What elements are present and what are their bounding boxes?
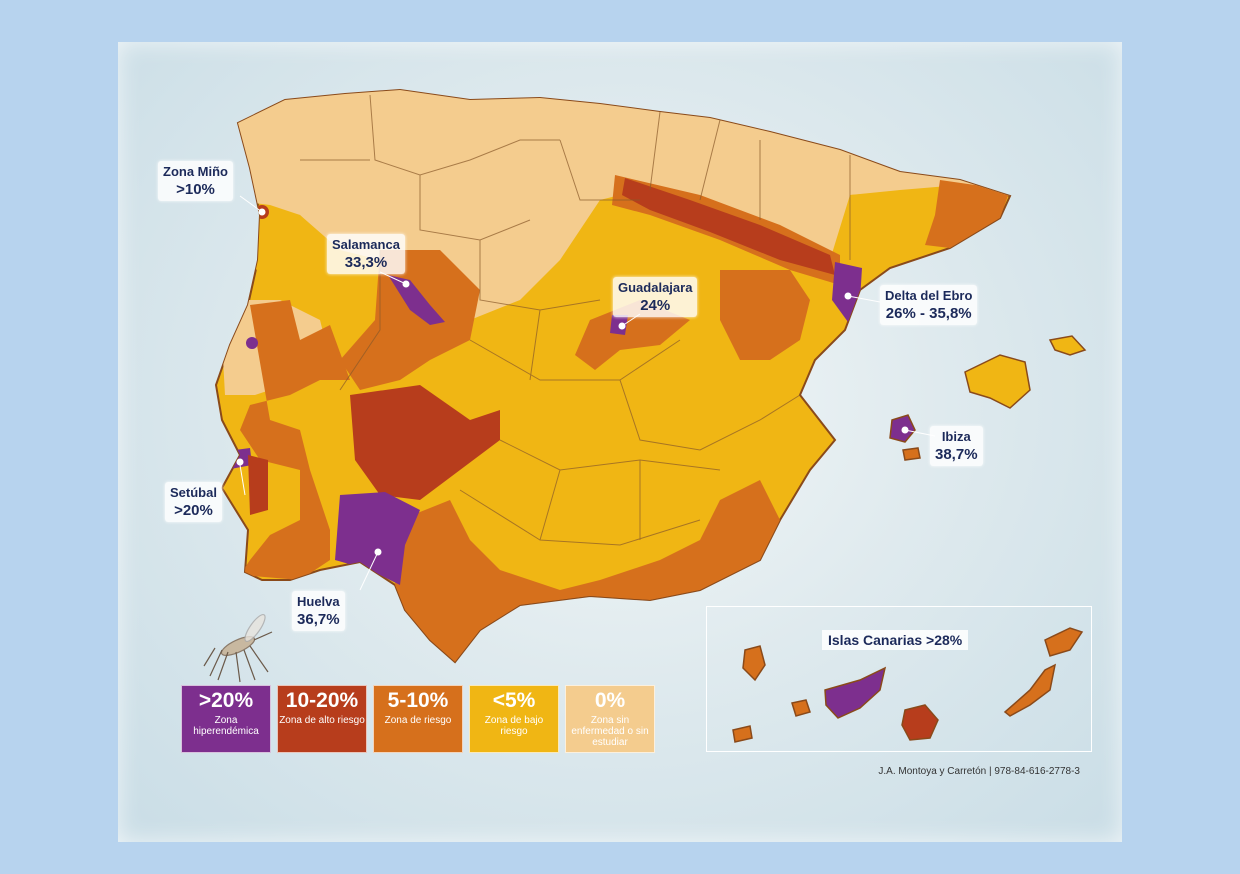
zone-catalonia-risk xyxy=(925,180,1010,248)
formentera xyxy=(902,447,921,461)
legend-item-hyper: >20% Zona hiperendémica xyxy=(181,685,271,753)
legend-item-risk: 5-10% Zona de riesgo xyxy=(373,685,463,753)
legend-low-value: <5% xyxy=(492,689,536,712)
zone-portugal-coast-hyper xyxy=(246,337,258,349)
legend-none-value: 0% xyxy=(594,689,626,712)
label-salamanca: Salamanca 33,3% xyxy=(327,234,405,274)
legend-risk-desc: Zona de riesgo xyxy=(384,715,452,726)
label-ibiza-value: 38,7% xyxy=(935,446,978,463)
legend-item-low: <5% Zona de bajo riesgo xyxy=(469,685,559,753)
canary-la-gomera xyxy=(791,699,811,717)
canary-gran-canaria xyxy=(901,704,939,741)
canary-islands-label: Islas Canarias >28% xyxy=(822,630,969,650)
legend: >20% Zona hiperendémica 10-20% Zona de a… xyxy=(181,685,655,753)
label-guadalajara: Guadalajara 24% xyxy=(613,277,698,317)
zone-galicia-low xyxy=(250,205,330,290)
label-salamanca-name: Salamanca xyxy=(332,237,400,252)
legend-item-high: 10-20% Zona de alto riesgo xyxy=(277,685,367,753)
canary-islands-inset xyxy=(706,606,1092,752)
zone-extremadura-high xyxy=(350,385,500,500)
label-zona-mino: Zona Miño >10% xyxy=(158,161,233,201)
label-guadalajara-name: Guadalajara xyxy=(618,280,693,295)
zone-huelva-hyper xyxy=(335,492,420,585)
legend-item-none: 0% Zona sin enfermedad o sin estudiar xyxy=(565,685,655,753)
zone-catalonia-low xyxy=(850,190,960,265)
zone-portugal-risk xyxy=(240,300,350,580)
label-guadalajara-value: 24% xyxy=(640,297,671,314)
canary-lanzarote xyxy=(1044,627,1084,657)
legend-none-desc: Zona sin enfermedad o sin estudiar xyxy=(571,715,649,748)
canary-tenerife xyxy=(824,666,887,719)
legend-risk-value: 5-10% xyxy=(387,689,449,712)
label-delta-ebro: Delta del Ebro 26% - 35,8% xyxy=(880,285,978,325)
label-delta-ebro-name: Delta del Ebro xyxy=(885,288,973,303)
legend-high-value: 10-20% xyxy=(285,689,359,712)
label-setubal-name: Setúbal xyxy=(170,485,217,500)
zone-extremadura-risk xyxy=(340,250,480,390)
credit-line: J.A. Montoya y Carretón | 978-84-616-277… xyxy=(878,766,1080,777)
legend-hyper-desc: Zona hiperendémica xyxy=(193,715,259,737)
label-huelva: Huelva 36,7% xyxy=(292,591,345,631)
label-setubal: Setúbal >20% xyxy=(165,482,222,522)
zone-setubal-high xyxy=(248,455,268,515)
legend-high-desc: Zona de alto riesgo xyxy=(279,715,365,726)
canary-la-palma xyxy=(742,645,766,682)
label-zona-mino-value: >10% xyxy=(176,181,215,198)
mallorca xyxy=(964,354,1031,409)
canary-el-hierro xyxy=(732,725,753,743)
zone-andalusia-risk xyxy=(395,480,780,662)
legend-hyper-value: >20% xyxy=(198,689,254,712)
province-borders xyxy=(300,94,851,546)
label-setubal-value: >20% xyxy=(174,502,213,519)
label-salamanca-value: 33,3% xyxy=(344,254,388,271)
zone-salamanca-hyper xyxy=(388,275,445,325)
zone-aragon-risk xyxy=(720,270,810,360)
zone-ebro-high xyxy=(622,178,835,275)
label-zona-mino-name: Zona Miño xyxy=(163,164,228,179)
canary-fuerteventura xyxy=(1003,663,1057,717)
label-ibiza-name: Ibiza xyxy=(941,429,971,444)
label-huelva-name: Huelva xyxy=(297,594,340,609)
legend-low-desc: Zona de bajo riesgo xyxy=(484,715,544,737)
zone-guadalajara-risk xyxy=(575,300,690,370)
menorca xyxy=(1048,335,1087,356)
label-huelva-value: 36,7% xyxy=(297,611,340,628)
label-delta-ebro-value: 26% - 35,8% xyxy=(885,305,972,322)
mosquito-illustration xyxy=(203,613,273,683)
label-ibiza: Ibiza 38,7% xyxy=(930,426,983,466)
